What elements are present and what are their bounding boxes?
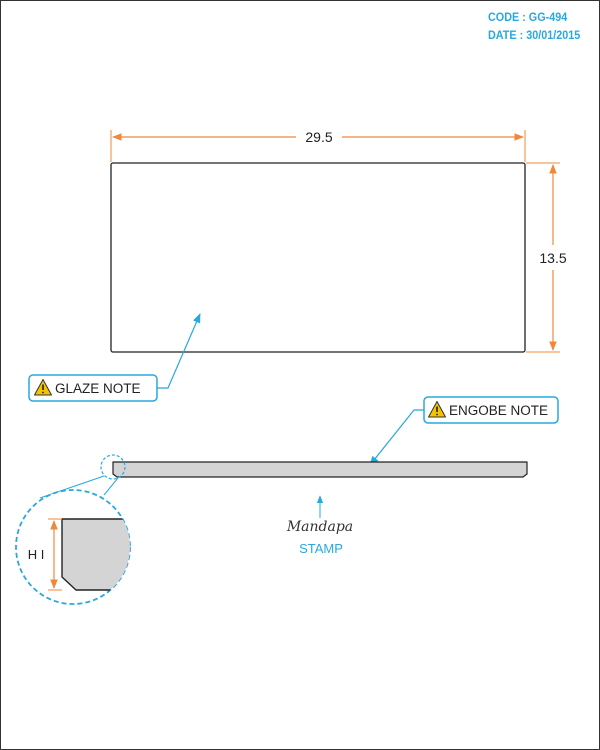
stamp-logo: Mandapa xyxy=(286,519,353,535)
tile-side-profile xyxy=(112,461,528,478)
edge-detail-view: H I xyxy=(15,489,131,605)
width-dimension-label: 29.5 xyxy=(305,129,332,145)
warning-icon xyxy=(34,379,52,396)
thickness-label: H I xyxy=(28,547,45,562)
detail-marker-circle xyxy=(100,454,126,480)
width-dimension: 29.5 xyxy=(110,129,526,162)
date-label: DATE : 30/01/2015 xyxy=(488,28,581,42)
engobe-note-callout[interactable]: ENGOBE NOTE xyxy=(369,396,559,466)
height-dimension: 13.5 xyxy=(526,162,567,353)
stamp-block: Mandapa STAMP xyxy=(286,495,353,556)
glaze-note-label: GLAZE NOTE xyxy=(55,381,141,396)
code-label: CODE : GG-494 xyxy=(488,10,568,24)
engobe-note-label: ENGOBE NOTE xyxy=(449,403,548,418)
stamp-label: STAMP xyxy=(299,541,343,556)
tile-top-view xyxy=(110,162,526,353)
glaze-note-callout[interactable]: GLAZE NOTE xyxy=(28,313,201,402)
warning-icon xyxy=(428,401,446,418)
height-dimension-label: 13.5 xyxy=(539,250,566,266)
